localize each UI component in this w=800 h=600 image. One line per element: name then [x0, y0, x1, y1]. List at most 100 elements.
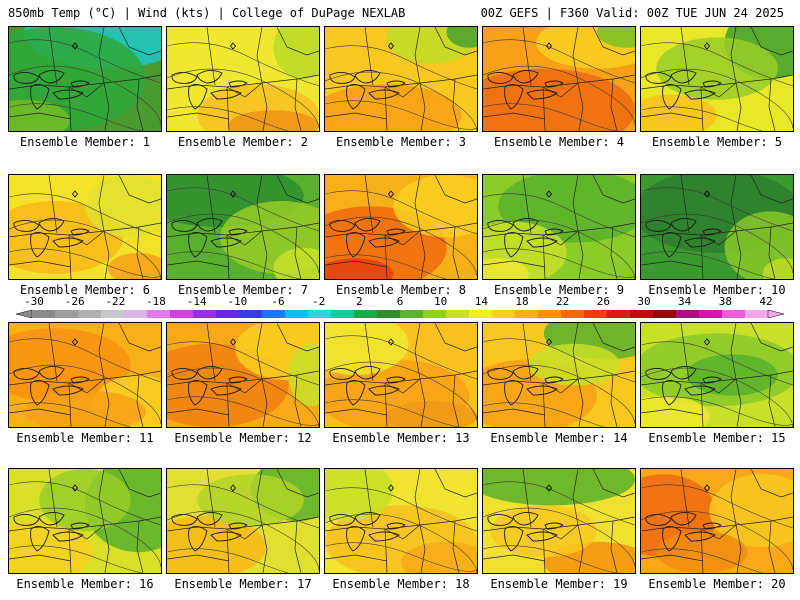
lake-outline: [487, 72, 514, 84]
temperature-map: [9, 323, 161, 427]
lake-outline: [386, 80, 406, 88]
lake-outline: [487, 220, 514, 232]
wind-contour: [9, 545, 161, 573]
wind-contour: [167, 484, 319, 529]
border-line: [103, 82, 110, 131]
border-line: [206, 323, 216, 382]
ensemble-panel-12: [166, 322, 320, 428]
border-line: [434, 323, 477, 352]
border-line: [700, 230, 737, 246]
border-line: [522, 469, 532, 528]
border-line: [48, 469, 58, 528]
panel-caption: Ensemble Member: 12: [174, 431, 312, 445]
wind-contour: [641, 484, 793, 529]
lake-outline: [645, 368, 672, 380]
lake-outline: [544, 80, 564, 88]
border-line: [226, 234, 230, 279]
border-line: [9, 260, 72, 268]
colorbar-segment: [216, 310, 240, 318]
border-line: [768, 374, 776, 427]
border-line: [483, 74, 635, 90]
station-marker: [71, 190, 79, 198]
wind-contour: [167, 187, 319, 232]
lake-outline: [386, 376, 406, 384]
station-marker: [229, 338, 237, 346]
border-line: [483, 260, 546, 268]
colorbar-segment: [469, 310, 493, 318]
lake-outline: [702, 376, 722, 384]
border-line: [136, 520, 144, 573]
border-line: [610, 520, 618, 573]
temperature-region: [483, 68, 635, 131]
border-line: [167, 222, 319, 238]
lake-outline: [512, 366, 539, 380]
wind-contour: [483, 39, 635, 84]
border-line: [276, 469, 319, 498]
station-marker: [703, 42, 711, 50]
lake-outline: [188, 526, 208, 552]
lake-outline: [171, 220, 198, 232]
border-line: [48, 323, 58, 382]
wind-contour: [483, 507, 635, 568]
border-line: [256, 27, 263, 84]
border-line: [414, 175, 421, 232]
border-line: [167, 74, 319, 90]
temperature-map: [641, 469, 793, 573]
lake-outline: [171, 368, 198, 380]
border-line: [592, 27, 635, 56]
border-line: [452, 226, 460, 279]
border-line: [641, 516, 793, 532]
panel-caption: Ensemble Member: 10: [648, 283, 786, 297]
border-line: [226, 378, 263, 394]
border-line: [206, 469, 216, 528]
ensemble-panel-6: [8, 174, 162, 280]
border-line: [768, 226, 776, 279]
lake-outline: [38, 218, 65, 232]
border-line: [9, 222, 161, 238]
colorbar-segment: [492, 310, 516, 318]
border-line: [364, 27, 374, 86]
border-line: [9, 370, 161, 386]
wind-contour: [641, 68, 793, 129]
border-line: [325, 112, 388, 120]
wind-contour: [641, 548, 764, 573]
lake-outline: [38, 70, 65, 84]
colorbar-segment: [607, 310, 631, 318]
wind-contour: [325, 45, 477, 90]
lake-outline: [386, 522, 406, 530]
ensemble-panel-19: [482, 468, 636, 574]
temperature-region: [24, 390, 146, 427]
border-line: [483, 516, 635, 532]
lake-outline: [70, 522, 90, 530]
border-line: [452, 78, 460, 131]
colorbar-segment: [78, 310, 102, 318]
lake-outline: [512, 70, 539, 84]
station-marker: [545, 42, 553, 50]
temperature-region: [528, 343, 620, 386]
panel-caption: Ensemble Member: 15: [648, 431, 786, 445]
border-line: [452, 520, 460, 573]
temperature-region: [483, 469, 635, 506]
border-line: [434, 469, 477, 498]
border-line: [542, 234, 546, 279]
temperature-region: [641, 94, 717, 131]
colorbar-segment: [653, 310, 677, 318]
lake-outline: [13, 514, 40, 526]
colorbar-segment: [239, 310, 263, 318]
lake-outline: [504, 84, 524, 110]
colorbar-segment: [423, 310, 447, 318]
border-line: [577, 230, 584, 279]
border-line: [522, 323, 532, 382]
wind-contour: [483, 103, 635, 131]
temperature-region: [167, 515, 266, 573]
border-line: [434, 27, 477, 56]
border-line: [483, 222, 635, 238]
colorbar-tick-label: 14: [474, 295, 488, 308]
border-line: [364, 469, 374, 528]
border-line: [610, 78, 618, 131]
station-marker: [545, 484, 553, 492]
lake-outline: [368, 385, 400, 396]
lake-outline: [662, 380, 682, 406]
lake-outline: [504, 526, 524, 552]
colorbar-segment: [400, 310, 424, 318]
